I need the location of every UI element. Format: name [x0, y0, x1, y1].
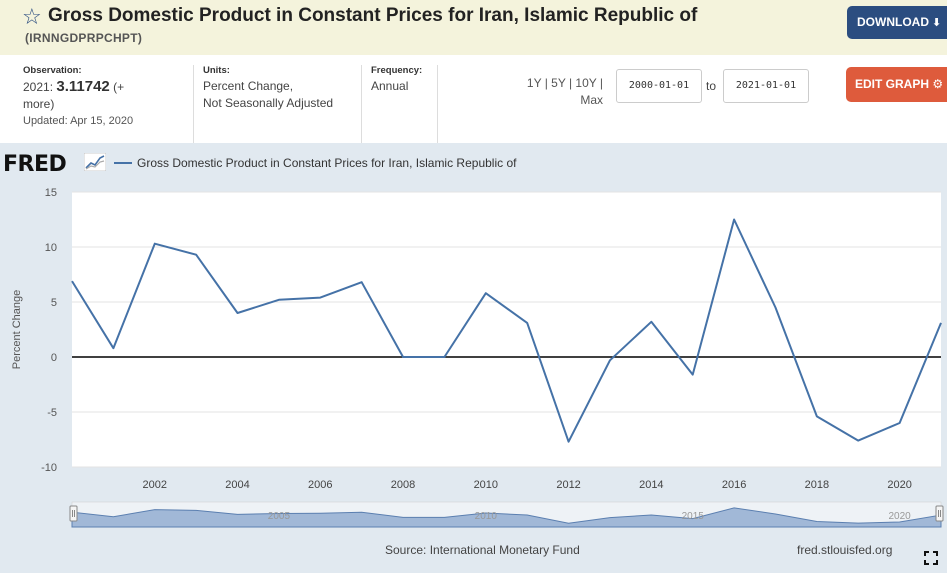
download-button[interactable]: DOWNLOAD ⬇ [847, 6, 947, 39]
x-tick-label: 2016 [722, 479, 746, 491]
observation-label: Observation: [23, 65, 82, 76]
observation-more[interactable]: (+ [113, 80, 125, 94]
x-tick-label: 2002 [143, 479, 167, 491]
navigator-label: 2015 [682, 511, 705, 522]
y-tick-label: 10 [45, 242, 57, 254]
edit-graph-button[interactable]: EDIT GRAPH ⚙ [846, 67, 947, 102]
start-date-input[interactable]: 2000-01-01 [616, 69, 702, 103]
divider [193, 65, 194, 143]
x-tick-label: 2008 [391, 479, 415, 491]
units-line2: Not Seasonally Adjusted [203, 96, 334, 110]
legend-swatch [114, 162, 132, 164]
navigator-label: 2010 [475, 511, 498, 522]
divider [361, 65, 362, 143]
frequency-label: Frequency: [371, 65, 423, 76]
star-outline-icon[interactable]: ☆ [22, 4, 42, 29]
navigator-label: 2005 [268, 511, 291, 522]
y-tick-label: 5 [51, 297, 57, 309]
frequency-value: Annual [371, 79, 409, 93]
observation-more-2[interactable]: more) [23, 97, 55, 111]
fullscreen-expand-icon[interactable] [924, 551, 938, 565]
x-tick-label: 2006 [308, 479, 332, 491]
updated-date: Updated: Apr 15, 2020 [23, 115, 134, 127]
download-label: DOWNLOAD [857, 15, 929, 29]
fred-url[interactable]: fred.stlouisfed.org [797, 543, 893, 557]
y-tick-label: -5 [47, 407, 57, 419]
x-tick-label: 2014 [639, 479, 663, 491]
observation-value: 3.11742 [56, 78, 110, 95]
plot-background [72, 192, 941, 467]
date-range-shortcuts[interactable]: 1Y | 5Y | 10Y | Max [511, 75, 603, 109]
x-tick-label: 2004 [225, 479, 249, 491]
source-note: Source: International Monetary Fund [385, 543, 580, 557]
end-date-input[interactable]: 2021-01-01 [723, 69, 809, 103]
units-label: Units: [203, 65, 230, 76]
page-title: Gross Domestic Product in Constant Price… [48, 5, 698, 26]
x-tick-label: 2012 [556, 479, 580, 491]
frequency-block: Frequency: Annual [371, 65, 436, 95]
units-block: Units: Percent Change, Not Seasonally Ad… [203, 65, 358, 112]
legend-label: Gross Domestic Product in Constant Price… [137, 156, 517, 170]
observation-line: 2021: 3.11742 (+ [23, 78, 188, 96]
fred-logo: FRED [3, 152, 67, 177]
navigator-handle[interactable] [69, 505, 78, 522]
x-tick-label: 2020 [887, 479, 911, 491]
series-header: ☆ Gross Domestic Product in Constant Pri… [0, 0, 947, 55]
series-id: (IRNNGDPRPCHPT) [25, 31, 143, 45]
navigator-label: 2020 [888, 511, 911, 522]
gear-icon: ⚙ [932, 77, 944, 91]
fred-logo-chart-icon [84, 153, 106, 171]
divider [437, 65, 438, 143]
units-line1: Percent Change, [203, 79, 294, 93]
y-tick-label: 0 [51, 352, 57, 364]
y-tick-label: -10 [41, 462, 57, 474]
date-to-label: to [706, 79, 717, 93]
download-arrow-icon: ⬇ [932, 17, 942, 29]
x-tick-label: 2010 [474, 479, 498, 491]
observation-date: 2021: [23, 80, 54, 94]
navigator-handle[interactable] [935, 505, 944, 522]
y-axis-title: Percent Change [11, 290, 23, 370]
range-shortcut-max[interactable]: Max [580, 93, 603, 107]
line-chart[interactable]: 15 10 5 0 -5 -10 2002 2004 2006 2008 2010 2012 2014 2… [0, 143, 947, 573]
y-tick-label: 15 [45, 187, 57, 199]
series-line[interactable] [71, 218, 942, 443]
range-shortcuts-line1[interactable]: 1Y | 5Y | 10Y | [526, 76, 603, 90]
navigator-series-area [71, 507, 942, 528]
edit-graph-label: EDIT GRAPH [855, 77, 930, 91]
observation-block: Observation: 2021: 3.11742 (+ more) Upda… [23, 65, 188, 127]
x-tick-label: 2018 [805, 479, 829, 491]
